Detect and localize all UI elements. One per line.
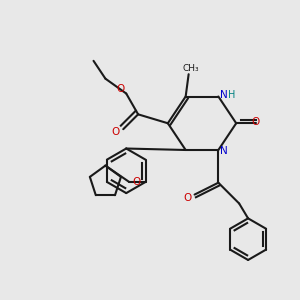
- Text: H: H: [228, 90, 236, 100]
- Text: O: O: [116, 84, 124, 94]
- Text: CH₃: CH₃: [183, 64, 199, 73]
- Text: O: O: [183, 193, 191, 202]
- Text: N: N: [220, 146, 227, 157]
- Text: O: O: [112, 127, 120, 137]
- Text: O: O: [251, 117, 260, 127]
- Text: O: O: [133, 177, 141, 187]
- Text: N: N: [220, 90, 227, 100]
